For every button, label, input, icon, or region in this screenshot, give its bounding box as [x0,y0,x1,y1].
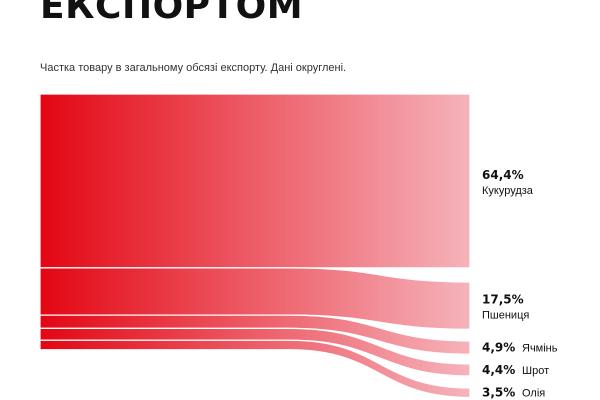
category-label: Пшениця [482,310,529,322]
flow-5 [39,339,471,399]
category-label: Олія [522,388,545,400]
label-group: 64,4% Кукурудза 17,5% Пшениця 4,9% Ячмінь 4,4%… [482,168,558,400]
value-label: 17,5% [482,293,524,307]
value-label: 4,4% [482,363,515,377]
flow-3 [39,314,471,355]
flow-1 [39,93,471,269]
flow-group [39,93,471,399]
value-label: 3,5% [482,386,515,400]
category-label: Ячмінь [522,343,558,355]
chart-title: ЕКСПОРТОМ [40,0,304,27]
category-label: Шрот [522,365,549,377]
chart-subtitle: Частка товару в загальному обсязі експор… [40,62,347,74]
value-label: 64,4% [482,168,524,182]
value-label: 4,9% [482,341,515,355]
flow-2 [39,267,471,330]
category-label: Кукурудза [482,185,534,197]
